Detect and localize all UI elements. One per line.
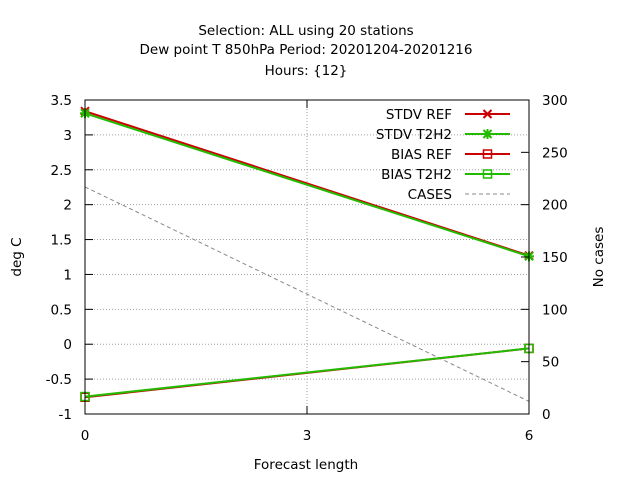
- title-line-3: Hours: {12}: [265, 63, 348, 79]
- y2-tick-label: 300: [542, 93, 568, 109]
- y2-tick-label: 150: [542, 250, 568, 266]
- data-marker: [482, 149, 493, 159]
- y-tick-label: 1: [63, 267, 72, 283]
- y2-tick-label: 200: [542, 198, 568, 214]
- title-line-2: Dew point T 850hPa Period: 20201204-2020…: [140, 42, 473, 58]
- y-tick-label: 3: [63, 128, 72, 144]
- y2-tick-label: 0: [542, 407, 551, 423]
- axis-ticks: -1 -0.5 0 0.5 1 1.5 2 2.5 3 3.5 0 50 100 150 200 250 300…: [46, 93, 568, 444]
- x-tick-label: 6: [525, 428, 534, 444]
- data-marker: [482, 169, 493, 179]
- y2-tick-label: 50: [542, 355, 559, 371]
- y-tick-label: 2.5: [51, 163, 72, 179]
- legend-label: CASES: [408, 187, 452, 203]
- y-tick-label: -0.5: [46, 372, 72, 388]
- data-marker: [482, 109, 493, 119]
- x-tick-label: 3: [303, 428, 312, 444]
- y-tick-label: 0: [63, 337, 72, 353]
- y-tick-label: 0.5: [51, 302, 72, 318]
- y-axis-label: deg C: [9, 237, 25, 276]
- legend-label: BIAS T2H2: [381, 167, 452, 183]
- legend-label: BIAS REF: [391, 147, 452, 163]
- y-tick-label: 1.5: [51, 233, 72, 249]
- y-tick-label: 3.5: [51, 93, 72, 109]
- grid: [85, 100, 529, 414]
- series-line-cases: [84, 186, 530, 402]
- y2-tick-label: 100: [542, 302, 568, 318]
- legend: STDV REF STDV T2H2 BIAS REF BIAS T2H2 CASES: [376, 107, 510, 203]
- y2-tick-label: 250: [542, 145, 568, 161]
- y2-axis-label: No cases: [591, 227, 607, 288]
- series-line-bias-t2h2: [84, 347, 530, 398]
- y-tick-label: -1: [59, 407, 72, 423]
- x-axis-label: Forecast length: [254, 457, 358, 473]
- y-tick-label: 2: [63, 198, 72, 214]
- legend-label: STDV T2H2: [376, 127, 452, 143]
- title-line-1: Selection: ALL using 20 stations: [198, 23, 413, 39]
- chart-title: Selection: ALL using 20 stations Dew poi…: [140, 23, 473, 79]
- series-line-stdv-t2h2: [84, 112, 530, 258]
- legend-label: STDV REF: [386, 107, 452, 123]
- x-tick-label: 0: [81, 428, 90, 444]
